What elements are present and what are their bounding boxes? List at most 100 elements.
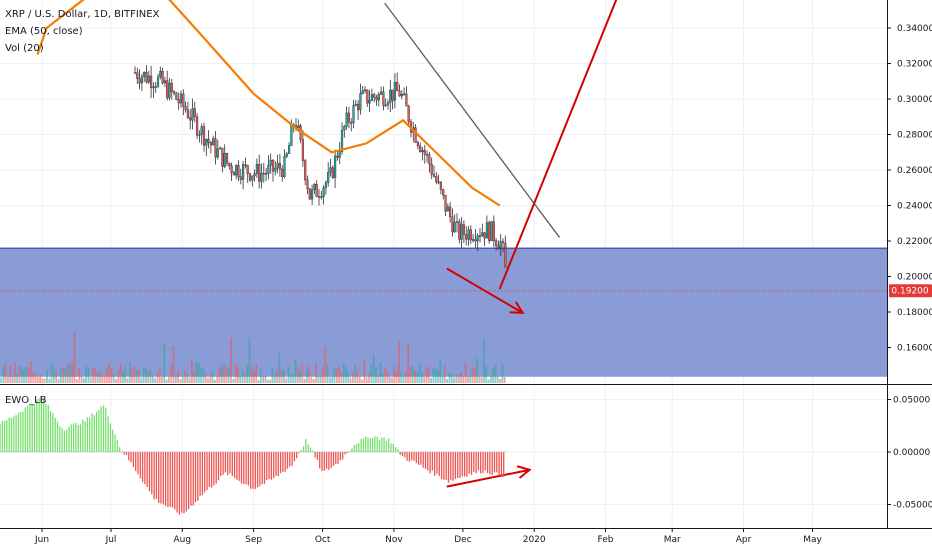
candle-body <box>467 229 470 240</box>
candle-body <box>317 196 321 198</box>
volume-bar <box>384 367 386 383</box>
candle-body <box>161 71 164 84</box>
volume-bar <box>338 366 340 383</box>
candle-body <box>423 150 426 155</box>
candle-body <box>366 89 369 104</box>
volume-bar <box>450 374 453 383</box>
candle-body <box>373 94 376 98</box>
candle-body <box>223 153 226 167</box>
time-axis-label: Jul <box>105 535 117 545</box>
legend-ema[interactable]: EMA (50, close) <box>5 26 83 37</box>
volume-bar <box>216 375 219 383</box>
volume-bar <box>326 364 329 383</box>
volume-bar <box>57 378 60 383</box>
volume-bar <box>131 367 133 383</box>
price-axis-label: 0.22000 <box>897 237 932 247</box>
candle-body <box>200 126 203 135</box>
volume-bar <box>294 359 297 383</box>
projection-up-line[interactable] <box>498 0 618 290</box>
candle-body <box>432 174 436 177</box>
candle-body <box>290 124 293 146</box>
volume-bar <box>119 363 122 383</box>
volume-bar <box>135 369 138 383</box>
volume-bar <box>239 375 242 383</box>
candle-body <box>251 175 254 181</box>
volume-bar <box>145 367 147 383</box>
volume-bar <box>103 376 106 383</box>
candle-body <box>163 80 166 84</box>
volume-bar <box>329 377 331 383</box>
candle-body <box>230 165 233 173</box>
volume-bar <box>170 365 173 383</box>
candle-body <box>444 194 447 212</box>
volume-bar <box>280 369 283 383</box>
volume-bar <box>499 378 501 383</box>
candle-body <box>490 221 493 241</box>
volume-bar <box>342 363 345 383</box>
volume-bar <box>421 373 423 383</box>
candle-body <box>207 139 210 143</box>
candle-body <box>350 122 353 124</box>
candle-body <box>269 159 272 166</box>
ewo-axis-label: -0.05000 <box>893 501 932 511</box>
ewo-axis-label: 0.05000 <box>893 396 930 406</box>
time-axis-label: Jun <box>34 535 49 545</box>
volume-bar <box>46 369 48 383</box>
volume-bar <box>115 378 117 383</box>
lower-low-arrow-head <box>509 301 525 314</box>
volume-bar <box>400 371 403 383</box>
volume-bar <box>225 369 228 383</box>
price-axis-label: 0.26000 <box>897 166 932 176</box>
volume-bar <box>230 337 232 383</box>
volume-bar <box>278 353 281 383</box>
price-axis[interactable]: 0.34000 0.32000 0.30000 0.28000 0.26000 0.240… <box>887 24 932 354</box>
volume-bar <box>101 374 104 383</box>
candle-body <box>384 104 387 107</box>
volume-bar <box>2 366 5 383</box>
time-axis-label: May <box>803 535 822 545</box>
volume-bar <box>214 379 216 383</box>
volume-bar <box>285 378 288 383</box>
candle-body <box>380 91 383 95</box>
legend-symbol[interactable]: XRP / U.S. Dollar, 1D, BITFINEX <box>5 9 160 20</box>
trendline[interactable] <box>384 2 561 238</box>
candle-body <box>426 154 429 156</box>
candle-body <box>357 103 360 111</box>
candle-body <box>244 164 247 166</box>
time-axis[interactable]: Jun Jul Aug Sep Oct Nov Dec 2020 Feb Mar Apr May <box>34 528 823 545</box>
candle-body <box>393 82 396 101</box>
volume-bar <box>345 366 347 383</box>
legend-ewo[interactable]: EWO_LB <box>5 395 47 406</box>
volume-bar <box>124 366 127 383</box>
candle-body <box>260 172 263 182</box>
candle-body <box>483 232 486 239</box>
volume-bar <box>193 371 196 383</box>
candle-body <box>267 164 270 174</box>
volume-bar <box>248 337 251 383</box>
candle-body <box>232 172 235 176</box>
volume-bar <box>43 378 46 383</box>
ewo-divergence-arrow[interactable] <box>446 468 530 488</box>
support-zone[interactable] <box>0 248 887 377</box>
candle-body <box>241 164 245 180</box>
volume-bar <box>414 370 416 383</box>
volume-bar <box>448 372 451 383</box>
legend-volume[interactable]: Vol (20) <box>5 43 44 54</box>
volume-bar <box>142 367 145 383</box>
volume-bar <box>492 368 495 383</box>
lower-low-arrow[interactable] <box>446 267 524 314</box>
volume-bar <box>317 376 320 383</box>
volume-bar <box>487 379 490 383</box>
volume-bar <box>352 371 354 383</box>
volume-bar <box>262 375 265 383</box>
candle-body <box>329 167 332 173</box>
volume-bar <box>243 373 246 383</box>
volume-bar <box>96 372 99 383</box>
ewo-layer <box>0 397 506 515</box>
candle-body <box>156 76 160 87</box>
volume-bar <box>306 369 308 383</box>
ewo-axis[interactable]: 0.05000 0.00000 -0.05000 <box>887 396 932 511</box>
candle-body <box>428 154 431 165</box>
candle-body <box>278 163 281 170</box>
volume-bar <box>50 362 53 383</box>
